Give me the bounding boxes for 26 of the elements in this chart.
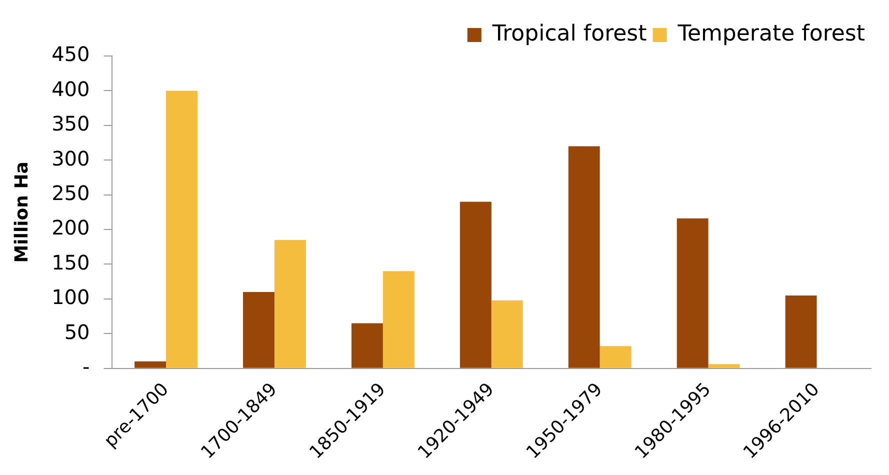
y-tick-label: 400 — [52, 76, 90, 101]
y-tick-label: - — [82, 354, 90, 379]
bar — [460, 202, 492, 368]
bar — [491, 300, 523, 368]
bar — [351, 323, 383, 368]
bar — [568, 146, 600, 368]
bar — [243, 292, 274, 368]
bar — [134, 361, 166, 368]
bar — [166, 90, 198, 368]
y-tick-label: 50 — [64, 320, 90, 344]
bar — [274, 240, 306, 368]
bar — [676, 218, 708, 368]
y-tick-label: 350 — [52, 112, 90, 136]
y-tick-label: 150 — [52, 250, 90, 274]
y-tick-label: 450 — [52, 42, 90, 66]
y-tick-label: 300 — [52, 146, 90, 170]
y-tick-label: 250 — [52, 181, 90, 206]
bar — [382, 271, 414, 368]
legend-label: Tropical forest — [491, 22, 648, 47]
y-axis-title: Million Ha — [11, 162, 32, 263]
bar — [785, 295, 817, 368]
y-tick-label: 200 — [52, 216, 90, 240]
bar — [600, 346, 632, 368]
y-tick-label: 100 — [52, 285, 90, 310]
legend-label: Temperate forest — [676, 22, 866, 47]
bar — [708, 364, 740, 368]
